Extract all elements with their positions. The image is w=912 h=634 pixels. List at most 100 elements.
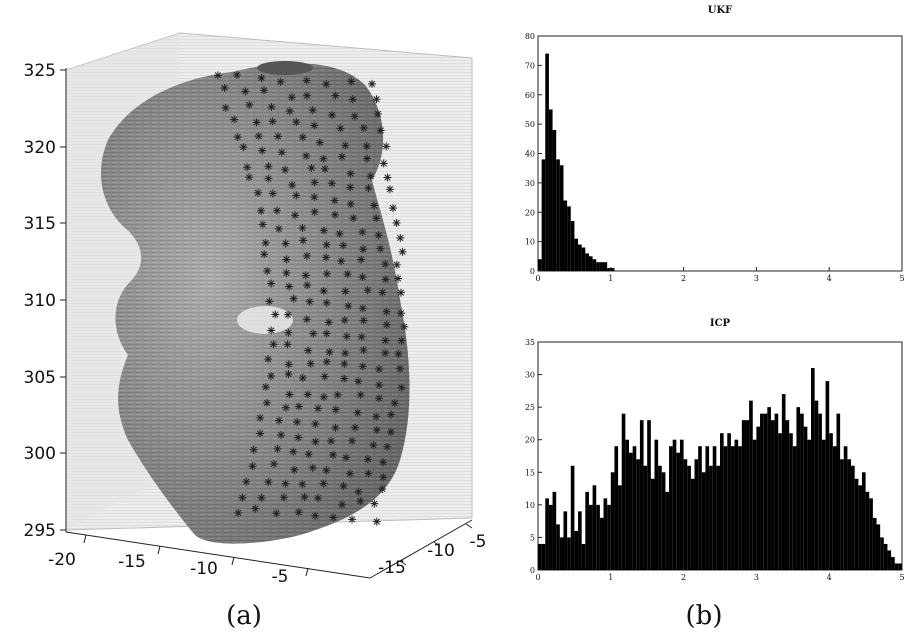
surface-marker xyxy=(372,517,381,526)
surface-marker xyxy=(379,473,388,482)
hist-icp-bar xyxy=(712,446,717,570)
surface-marker-stroke xyxy=(342,142,349,149)
hist-icp-y-tick-label: 15 xyxy=(525,468,535,477)
hist-icp-bar xyxy=(865,491,870,570)
surface-marker-stroke xyxy=(383,321,390,328)
hist-icp-bar xyxy=(796,407,801,570)
surface-marker-stroke xyxy=(258,147,266,154)
hist-icp-bar xyxy=(738,446,742,570)
surface-marker-stroke xyxy=(283,256,290,263)
surface-marker-stroke xyxy=(283,269,290,277)
surface-marker-stroke xyxy=(355,378,362,385)
hist-icp-bar xyxy=(694,459,699,570)
surface-marker xyxy=(342,332,351,341)
surface-marker xyxy=(319,226,328,235)
hist-icp-bar xyxy=(880,537,884,570)
surface-marker xyxy=(396,233,405,242)
surface-marker xyxy=(381,336,390,345)
surface-marker xyxy=(304,450,313,459)
x-tick-mark xyxy=(305,567,309,577)
surface-marker-stroke xyxy=(377,245,384,252)
surface-marker-stroke xyxy=(387,428,395,436)
surface-marker xyxy=(379,458,388,467)
surface-marker-stroke xyxy=(325,319,333,326)
surface-marker-stroke xyxy=(275,225,282,233)
surface-marker-stroke xyxy=(351,424,359,431)
hist-icp-bar xyxy=(836,413,841,570)
hist-icp-bar xyxy=(716,465,720,570)
hist-ukf-y-tick-label: 20 xyxy=(525,208,535,217)
surface-marker-stroke xyxy=(266,298,273,305)
hist-icp-bar xyxy=(825,381,830,570)
surface-marker-stroke xyxy=(268,103,275,111)
hist-ukf-bar xyxy=(578,244,582,271)
surface-marker-stroke xyxy=(380,474,387,481)
surface-marker xyxy=(331,405,340,414)
surface-marker xyxy=(394,349,403,358)
hist-ukf-bar xyxy=(567,206,571,271)
surface-marker-stroke xyxy=(337,125,344,132)
surface-marker xyxy=(264,478,273,487)
surface-marker-stroke xyxy=(320,393,327,401)
surface-marker xyxy=(322,253,331,262)
hist-ukf-bar xyxy=(538,259,542,271)
surface-marker xyxy=(331,91,340,100)
surface-marker-stroke xyxy=(308,164,315,172)
surface-marker-stroke xyxy=(255,132,262,140)
surface-marker-stroke xyxy=(383,308,390,315)
surface-marker xyxy=(271,310,280,319)
surface-marker-stroke xyxy=(284,311,292,318)
surface-marker xyxy=(358,362,367,371)
surface-marker-stroke xyxy=(340,242,347,249)
surface-marker-stroke xyxy=(383,143,390,150)
surface-marker-stroke xyxy=(258,74,265,82)
surface-marker-stroke xyxy=(373,426,380,434)
surface-marker xyxy=(388,204,397,213)
hist-icp-bar xyxy=(538,543,542,570)
hist-icp-bar xyxy=(687,465,691,570)
hist-icp-y-tick-label: 25 xyxy=(525,403,535,412)
surface-marker xyxy=(387,410,396,419)
hist-icp-bar xyxy=(800,413,804,570)
hist-ukf-bar xyxy=(607,268,611,271)
surface-marker-stroke xyxy=(282,404,290,411)
surface-marker xyxy=(381,260,390,269)
surface-marker-stroke xyxy=(375,365,383,373)
surface-marker xyxy=(256,206,265,215)
surface-marker xyxy=(238,493,247,502)
surface-marker xyxy=(279,493,288,502)
surface-marker-stroke xyxy=(327,437,335,445)
surface-marker-stroke xyxy=(348,78,355,85)
surface-marker-stroke xyxy=(254,189,262,196)
hist-ukf-bar xyxy=(570,221,575,271)
hist-icp-bar xyxy=(745,420,750,570)
surface-marker xyxy=(331,423,340,432)
hist-icp-x-tick-label: 5 xyxy=(899,573,904,582)
surface-marker-stroke xyxy=(393,219,400,227)
surface-marker-stroke xyxy=(284,341,291,348)
surface-marker xyxy=(348,436,357,445)
surface-marker-stroke xyxy=(250,446,257,453)
surface-marker xyxy=(310,193,319,202)
hist-ukf-x-tick-label: 2 xyxy=(681,274,686,283)
surface-marker-stroke xyxy=(303,92,311,99)
hist-ukf-bar xyxy=(548,109,553,271)
surface-marker-stroke xyxy=(377,127,384,134)
surface-marker-stroke xyxy=(307,360,314,367)
surface-marker xyxy=(382,142,391,151)
hist-icp-bar xyxy=(585,491,589,570)
surface-marker-stroke xyxy=(331,197,338,204)
surface-marker-stroke xyxy=(311,208,318,216)
surface-marker xyxy=(307,164,316,173)
hist-ukf-y-tick-label: 0 xyxy=(530,267,535,276)
surface-marker-stroke xyxy=(338,501,346,508)
surface-marker xyxy=(234,508,243,517)
hist-icp-bar xyxy=(698,446,702,570)
surface-marker xyxy=(264,174,273,183)
surface-marker xyxy=(359,123,368,132)
surface-marker-stroke xyxy=(273,510,280,517)
surface-marker xyxy=(398,247,407,256)
hist-icp-bar xyxy=(887,550,892,570)
hist-icp-bar xyxy=(781,394,786,570)
